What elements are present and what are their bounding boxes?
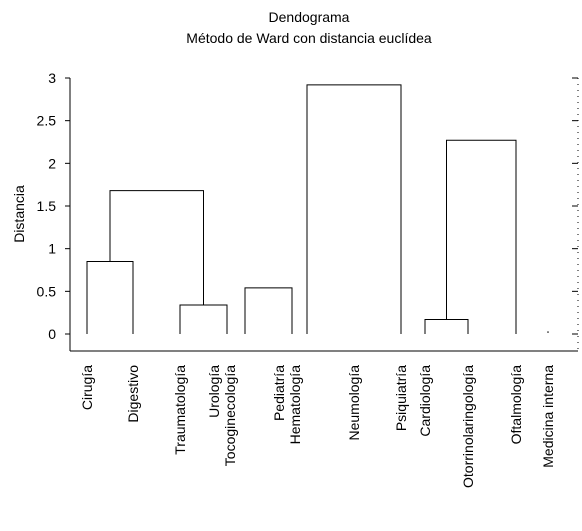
leaf-label: Traumatología: [172, 365, 188, 455]
leaf-label: Hematología: [287, 365, 303, 445]
leaf-label: Cardiología: [417, 365, 433, 437]
plot-frame: [69, 78, 579, 352]
y-tick-label: 0: [48, 326, 56, 342]
dendrogram-link: [446, 139, 517, 334]
leaf-label: Medicina interna: [540, 365, 556, 468]
dendrogram-link: [424, 318, 469, 334]
leaf-label: Neumología: [346, 365, 362, 441]
leaf-labels: Cirugía Digestivo Traumatología Urología Toc…: [79, 365, 556, 488]
y-tick-label: 1: [48, 241, 56, 257]
dendrogram-link: [244, 287, 293, 334]
leaf-label: Tocoginecología: [222, 365, 238, 466]
leaf-label: Psiquiatría: [393, 365, 409, 431]
leaf-label: Otorrinolaringología: [460, 365, 476, 488]
y-ticks: 0 0.5 1 1.5 2 2.5 3: [37, 70, 578, 342]
leaf-label: Pediatría: [271, 365, 287, 421]
dendrogram-link: [179, 304, 228, 334]
y-tick-label: 3: [48, 70, 56, 86]
dendrogram-link: [86, 260, 134, 334]
leaf-label: Urología: [206, 365, 222, 418]
dendrogram-link: [306, 84, 402, 334]
dendrogram-link: [109, 190, 204, 305]
y-axis-label: Distancia: [11, 185, 27, 243]
leaf-label: Cirugía: [79, 365, 95, 410]
leaf-label: Oftalmología: [508, 365, 524, 445]
y-tick-label: 2.5: [37, 113, 57, 129]
y-tick-label: 1.5: [37, 198, 57, 214]
y-tick-label: 2: [48, 155, 56, 171]
y-tick-label: 0.5: [37, 283, 57, 299]
dendrogram-links: [86, 84, 549, 334]
chart-title: Dendograma: [269, 9, 350, 25]
chart-subtitle: Método de Ward con distancia euclídea: [186, 30, 432, 46]
leaf-label: Digestivo: [125, 365, 141, 423]
